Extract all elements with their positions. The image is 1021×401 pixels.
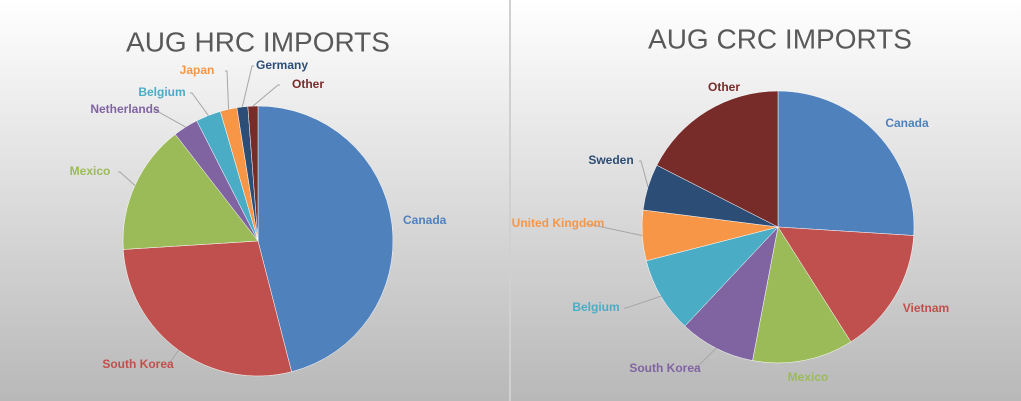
slice-label: Germany (256, 58, 308, 72)
slice-label: Other (708, 80, 740, 94)
leader-line (624, 295, 662, 309)
leader-line (586, 223, 643, 237)
pie-slice (752, 226, 852, 364)
slice-label: United Kingdom (512, 216, 605, 230)
slice-label: Sweden (588, 153, 633, 167)
pie-slice (257, 105, 394, 373)
pie-slice (656, 90, 779, 228)
leader-line (639, 160, 649, 188)
pie-slice (123, 240, 292, 377)
slice-label: South Korea (629, 361, 701, 375)
pie-slice (777, 90, 915, 236)
slice-label: Netherlands (90, 102, 160, 116)
leader-line (153, 109, 186, 128)
leader-line (225, 70, 230, 110)
leader-line (190, 92, 209, 116)
slice-label: Mexico (788, 370, 829, 384)
leader-line (241, 65, 254, 108)
leader-line (118, 171, 136, 186)
slice-label: Japan (180, 63, 215, 77)
leader-line (252, 84, 280, 107)
slice-label: Other (292, 77, 324, 91)
slice-label: Belgium (138, 85, 185, 99)
leader-line (166, 349, 180, 366)
chart-title: AUG HRC IMPORTS (126, 26, 390, 57)
slice-label: Mexico (70, 164, 111, 178)
slice-label: Vietnam (903, 301, 949, 315)
slice-label: Canada (885, 116, 929, 130)
slice-label: South Korea (102, 357, 174, 371)
chart-title: AUG CRC IMPORTS (648, 23, 912, 54)
pie-slice (777, 226, 914, 343)
slice-label: Belgium (572, 300, 619, 314)
leader-line (693, 347, 717, 370)
pie-slice (247, 105, 259, 242)
slice-label: Canada (403, 213, 447, 227)
